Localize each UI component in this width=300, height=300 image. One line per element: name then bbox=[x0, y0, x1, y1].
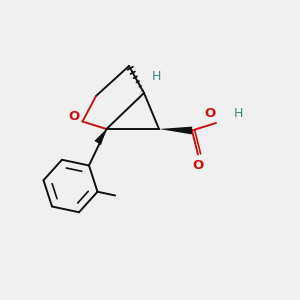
Text: H: H bbox=[152, 70, 161, 83]
Text: H: H bbox=[234, 107, 243, 120]
Polygon shape bbox=[159, 127, 192, 134]
Polygon shape bbox=[94, 129, 106, 145]
Text: O: O bbox=[192, 159, 204, 172]
Text: O: O bbox=[69, 110, 80, 123]
Text: O: O bbox=[205, 107, 216, 120]
